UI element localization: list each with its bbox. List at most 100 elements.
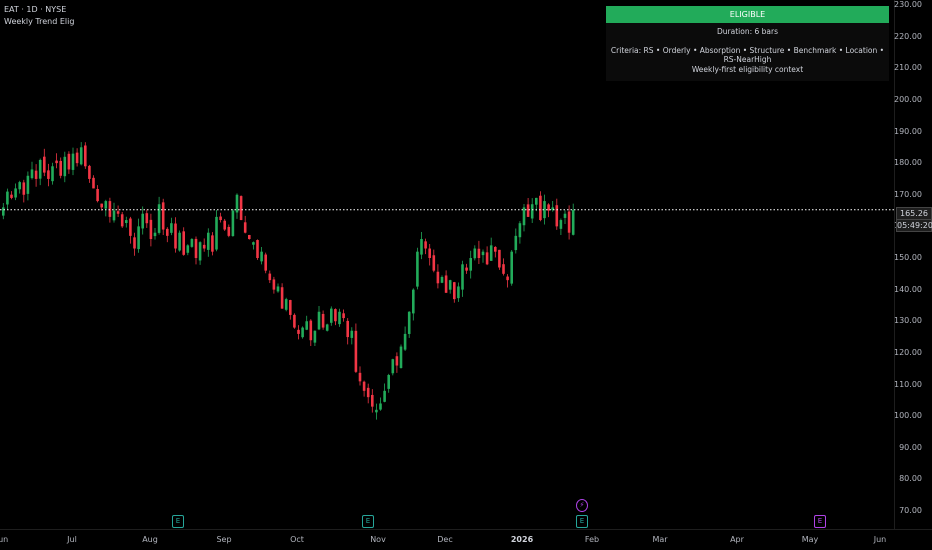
price-tick: 120.00: [894, 347, 922, 357]
candle: [38, 158, 42, 186]
candle: [535, 197, 538, 212]
candle: [567, 205, 571, 240]
candle: [248, 234, 251, 240]
candle: [10, 191, 13, 200]
candle: [424, 238, 427, 255]
candle: [59, 157, 62, 179]
candle: [481, 249, 485, 263]
candle: [477, 240, 481, 265]
candle: [440, 275, 444, 284]
duration-text: Duration: 6 bars: [717, 27, 778, 36]
price-tick: 190.00: [894, 126, 922, 136]
candle: [2, 202, 5, 220]
time-tick: Apr: [730, 535, 744, 544]
candle: [149, 213, 153, 247]
price-tick: 100.00: [894, 411, 922, 421]
candle: [448, 279, 452, 294]
price-tick: 220.00: [894, 31, 922, 41]
candle: [342, 309, 345, 322]
candle: [293, 313, 296, 329]
candle: [202, 238, 206, 252]
earnings-icon[interactable]: E: [172, 515, 184, 528]
candle: [469, 250, 472, 279]
candle: [51, 162, 54, 185]
candle: [235, 193, 239, 219]
candle: [297, 325, 300, 340]
context-text: Weekly-first eligibility context: [691, 65, 804, 74]
candle: [465, 263, 468, 274]
candle: [18, 180, 21, 194]
candle: [231, 209, 235, 237]
price-tick: 110.00: [894, 379, 922, 389]
candle: [436, 264, 440, 289]
candle: [473, 245, 477, 261]
earnings-icon[interactable]: E: [576, 515, 588, 528]
candle: [305, 315, 308, 331]
candle: [366, 383, 370, 404]
time-tick: Jun: [873, 535, 887, 544]
candle: [166, 227, 169, 243]
candle: [116, 205, 120, 218]
candle: [186, 244, 190, 256]
candle: [194, 236, 198, 265]
candle: [489, 237, 493, 261]
indicator-name[interactable]: Weekly Trend Elig: [4, 17, 75, 26]
candle: [174, 217, 177, 253]
candle: [137, 218, 140, 253]
time-tick: Sep: [216, 535, 232, 544]
candle: [391, 358, 395, 376]
time-tick: Aug: [142, 535, 158, 544]
symbol-title[interactable]: EAT · 1D · NYSE: [4, 5, 67, 14]
candle: [215, 209, 218, 252]
candle: [403, 326, 407, 351]
candle: [313, 330, 317, 347]
eligibility-status: ELIGIBLE: [606, 6, 889, 23]
candle: [453, 281, 456, 303]
candle: [502, 258, 505, 276]
candle: [141, 206, 144, 235]
eligibility-panel: ELIGIBLE Duration: 6 bars Criteria: RS •…: [606, 6, 889, 81]
candle: [92, 175, 95, 189]
candle: [190, 238, 194, 248]
candle: [416, 247, 419, 290]
countdown-label: 05:49:20: [896, 219, 932, 232]
candle: [67, 151, 71, 174]
split-icon[interactable]: ⚡: [576, 499, 588, 512]
time-tick: 2026: [510, 535, 534, 544]
candle: [161, 198, 165, 236]
candle: [178, 230, 181, 252]
candle: [420, 231, 423, 260]
candle: [444, 270, 448, 294]
candle: [432, 249, 436, 273]
time-tick: Mar: [652, 535, 668, 544]
candle: [264, 252, 267, 274]
candle: [227, 224, 231, 238]
candle: [43, 148, 46, 177]
candle: [104, 199, 108, 217]
candle: [243, 215, 247, 234]
price-tick: 150.00: [894, 253, 922, 262]
price-tick: 70.00: [899, 506, 922, 515]
candle: [182, 227, 185, 256]
candle: [268, 270, 272, 284]
candle: [518, 221, 522, 244]
time-tick: Nov: [370, 535, 386, 544]
candle: [383, 383, 386, 403]
candle: [354, 323, 358, 373]
candle: [571, 203, 575, 236]
candle: [412, 288, 415, 321]
criteria-text: Criteria: RS • Orderly • Absorption • St…: [610, 46, 885, 64]
candle: [350, 327, 354, 345]
candle: [55, 153, 58, 169]
candle: [522, 203, 526, 232]
earnings-icon[interactable]: E: [814, 515, 826, 528]
candle: [284, 297, 288, 312]
price-tick: 210.00: [894, 63, 922, 73]
candle: [88, 164, 91, 183]
time-tick: Feb: [584, 535, 600, 544]
candle: [301, 326, 304, 339]
earnings-icon[interactable]: E: [362, 515, 374, 528]
candle: [547, 203, 550, 218]
candle: [239, 195, 243, 221]
